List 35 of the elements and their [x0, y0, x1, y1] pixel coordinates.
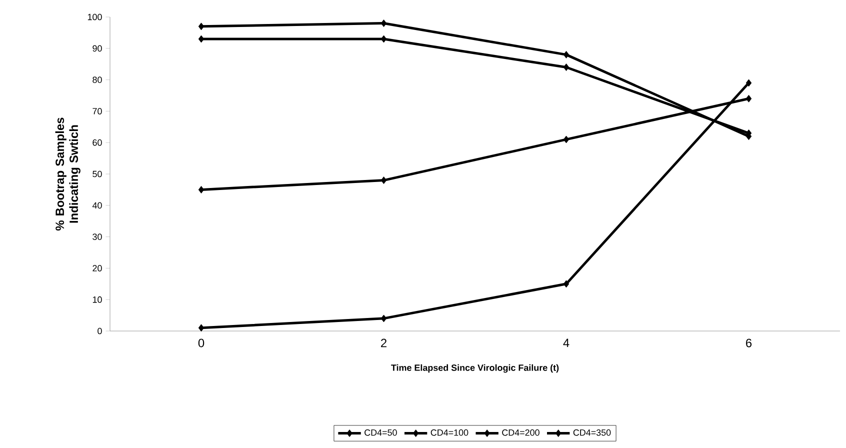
y-tick-label: 70 — [92, 108, 102, 114]
y-tick-label: 30 — [92, 234, 102, 240]
x-tick-label: 0 — [198, 338, 204, 348]
y-tick-label: 80 — [92, 76, 102, 83]
legend-label: CD4=200 — [502, 429, 540, 436]
x-axis-title: Time Elapsed Since Virologic Failure (t) — [391, 364, 559, 373]
y-tick-label: 60 — [92, 139, 102, 146]
point — [563, 136, 570, 144]
point — [380, 314, 387, 322]
y-tick-label: 90 — [92, 45, 102, 52]
legend-label: CD4=350 — [573, 429, 611, 436]
y-tick-label: 40 — [92, 202, 102, 209]
point — [198, 186, 204, 194]
y-tick-label: 0 — [98, 328, 102, 334]
point — [380, 20, 387, 28]
y-tick-label: 20 — [92, 265, 102, 272]
legend-label: CD4=100 — [430, 429, 468, 436]
point — [198, 22, 204, 30]
y-tick-label: 50 — [92, 170, 102, 178]
y-tick-label: 100 — [88, 14, 102, 20]
point — [198, 324, 204, 332]
point — [746, 79, 752, 87]
point — [563, 64, 570, 71]
point — [380, 176, 387, 184]
x-tick-label: 4 — [563, 338, 570, 347]
legend-label: CD4=50 — [364, 429, 397, 436]
point — [380, 35, 387, 43]
point — [563, 50, 570, 58]
x-tick-label: 6 — [746, 338, 752, 348]
y-axis-title: % Bootrap Samples Indicating Swtich — [55, 118, 80, 231]
point — [198, 35, 204, 43]
x-tick-label: 2 — [381, 338, 386, 348]
point — [563, 280, 570, 288]
point — [746, 94, 752, 102]
y-tick-label: 10 — [92, 296, 102, 303]
